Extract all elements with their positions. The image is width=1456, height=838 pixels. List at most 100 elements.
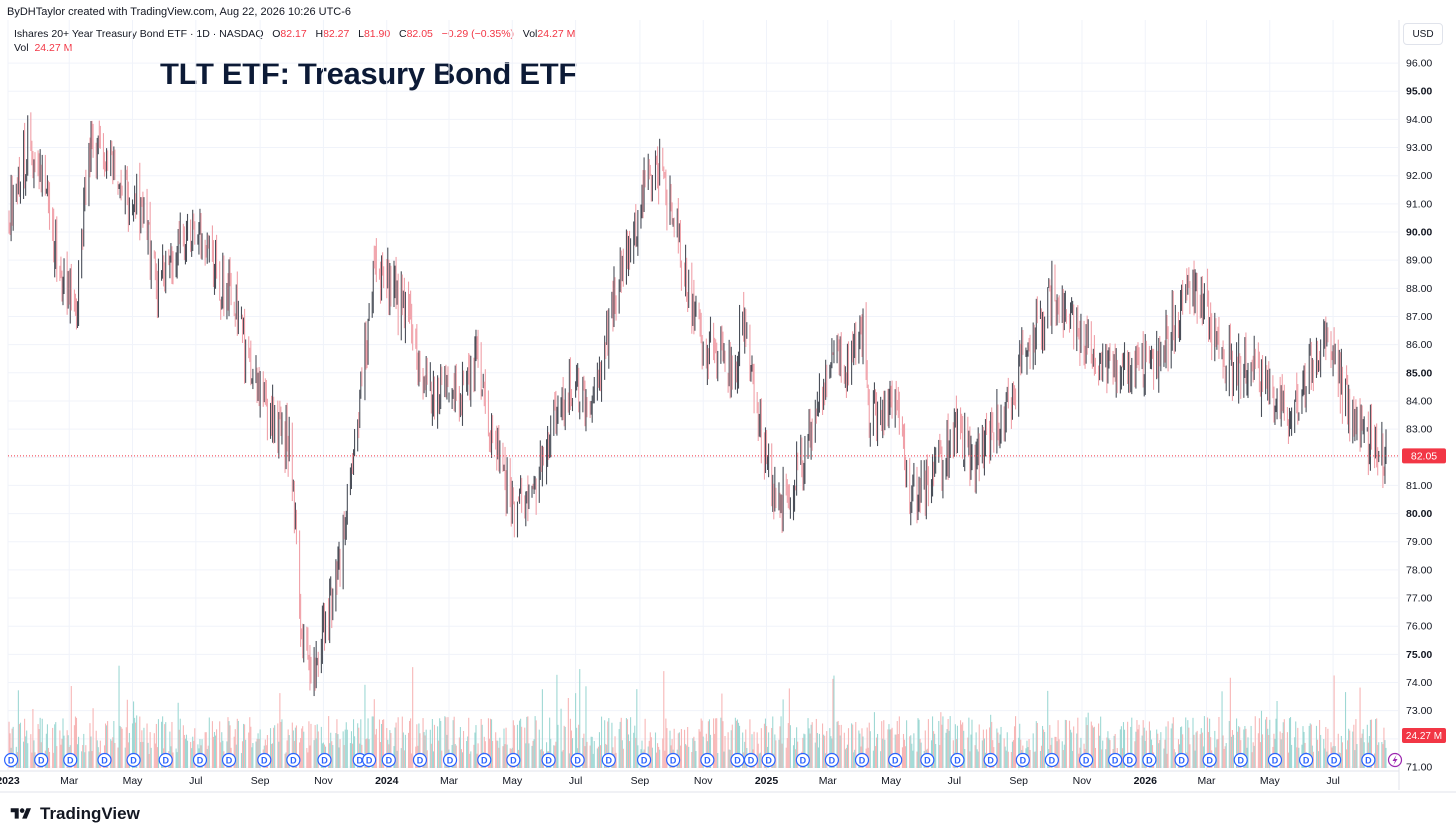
dividend-marker-label: D: [1272, 756, 1279, 766]
symbol-name[interactable]: Ishares 20+ Year Treasury Bond ETF · 1D …: [14, 28, 264, 40]
low-value: 81.90: [363, 28, 391, 40]
dividend-marker-label: D: [357, 756, 364, 766]
y-tick-label: 88.00: [1406, 283, 1432, 295]
tradingview-logo-icon: [10, 808, 31, 819]
dividend-marker-icon: [97, 752, 112, 768]
dividend-marker-icon: [506, 752, 521, 768]
x-tick-label: Jul: [948, 775, 961, 787]
dividend-marker-icon: [192, 752, 208, 768]
dividend-marker-label: D: [197, 756, 204, 766]
candlesticks: [8, 112, 1387, 697]
volume-legend: Vol 24.27 M: [14, 42, 72, 54]
brand-name: TradingView: [40, 804, 140, 823]
dividend-marker-label: D: [510, 756, 517, 766]
dividend-marker-label: D: [162, 756, 169, 766]
x-tick-label: Nov: [694, 775, 713, 787]
price-tags: 82.05 24.27 M: [1402, 448, 1446, 743]
dividend-marker-label: D: [641, 756, 648, 766]
dividend-marker-label: D: [1206, 756, 1213, 766]
x-tick-label: 2023: [0, 775, 20, 787]
dividend-marker-label: D: [734, 756, 741, 766]
dividend-marker-label: D: [1083, 756, 1090, 766]
dividend-marker-icon: [601, 752, 616, 768]
close-value: 82.05: [406, 28, 433, 40]
x-tick-label: 2026: [1134, 775, 1158, 787]
change-value: −0.29 (−0.35%): [441, 28, 515, 40]
y-tick-label: 80.00: [1406, 508, 1432, 520]
y-tick-label: 96.00: [1406, 58, 1432, 70]
dividend-marker-icon: [666, 752, 681, 768]
high-label: H: [315, 28, 324, 40]
dividend-marker-icon: [950, 752, 965, 768]
dividend-marker-label: D: [38, 756, 45, 766]
x-tick-label: Mar: [60, 775, 79, 787]
dividend-marker-icon: [888, 752, 903, 768]
x-tick-label: Jul: [189, 775, 202, 787]
dividend-marker-icon: [1015, 752, 1030, 768]
flash-icon-glyph: [1392, 755, 1398, 765]
last-price-tag: [1402, 448, 1446, 464]
time-axis[interactable]: 2023 Mar May Jul Sep Nov 2024 Mar May Jul Sep Nov 20…: [0, 775, 1340, 787]
dividend-marker-icon: [477, 752, 492, 768]
dividend-marker-icon: [158, 752, 173, 768]
x-tick-label: Nov: [1073, 775, 1092, 787]
dividend-marker-icon: [570, 752, 585, 768]
dividend-marker-icon: [636, 752, 652, 768]
x-tick-label: May: [502, 775, 523, 787]
dividend-marker-label: D: [8, 756, 15, 766]
open-value: 82.17: [280, 28, 307, 40]
last-price-tag-label: 82.05: [1411, 450, 1437, 462]
tradingview-brand[interactable]: TradingView: [8, 804, 140, 824]
dividend-marker-label: D: [704, 756, 711, 766]
dividend-marker-label: D: [67, 756, 74, 766]
dividend-marker-icon: [795, 752, 810, 768]
dividend-marker-label: D: [1331, 756, 1338, 766]
price-axis[interactable]: 96.00 95.00 94.00 93.00 92.00 91.00 90.00 89.00…: [1406, 58, 1432, 774]
dividend-marker-label: D: [954, 756, 961, 766]
dividend-marker-icon: [1267, 752, 1283, 768]
dividend-marker-icon: [1233, 752, 1248, 768]
currency-button[interactable]: USD: [1403, 23, 1443, 45]
low-label: L: [358, 28, 364, 40]
y-tick-label: 71.00: [1406, 762, 1432, 774]
dividend-marker-label: D: [101, 756, 108, 766]
dividend-marker-icon: [541, 752, 556, 768]
volume-bars: [8, 665, 1387, 768]
dividend-marker-label: D: [829, 756, 836, 766]
dividend-marker-icon: [1079, 752, 1094, 768]
x-tick-label: Sep: [631, 775, 650, 787]
symbol-legend: Ishares 20+ Year Treasury Bond ETF · 1D …: [14, 28, 575, 40]
volume-row-label: Vol: [14, 42, 29, 54]
x-tick-label: Nov: [314, 775, 333, 787]
close-label: C: [399, 28, 407, 40]
chart-attribution: ByDHTaylor created with TradingView.com,…: [7, 6, 352, 18]
dividend-marker-label: D: [924, 756, 931, 766]
y-tick-label: 77.00: [1406, 593, 1432, 605]
y-tick-label: 84.00: [1406, 395, 1432, 407]
dividend-marker-label: D: [606, 756, 613, 766]
x-tick-label: 2025: [755, 775, 779, 787]
dividend-marker-icon: [221, 752, 237, 768]
dividend-marker-icon: [4, 752, 19, 768]
dividend-marker-label: D: [748, 756, 755, 766]
x-tick-label: Mar: [1197, 775, 1216, 787]
open-label: O: [272, 28, 281, 40]
dividend-marker-label: D: [290, 756, 297, 766]
dividend-marker-label: D: [1146, 756, 1153, 766]
dividend-marker-icon: [854, 752, 870, 768]
dividend-marker-label: D: [1178, 756, 1185, 766]
y-tick-label: 78.00: [1406, 564, 1432, 576]
dividend-marker-label: D: [545, 756, 552, 766]
dividend-marker-label: D: [386, 756, 393, 766]
dividend-marker-icon: [126, 752, 141, 768]
x-tick-label: Jul: [1326, 775, 1339, 787]
x-tick-label: Mar: [440, 775, 459, 787]
y-tick-label: 92.00: [1406, 170, 1432, 182]
dividend-marker-label: D: [574, 756, 581, 766]
y-tick-label: 89.00: [1406, 255, 1432, 267]
volume-value: 24.27 M: [537, 28, 576, 40]
dividend-marker-icon: [442, 752, 458, 768]
x-tick-label: May: [881, 775, 902, 787]
y-tick-label: 79.00: [1406, 536, 1432, 548]
